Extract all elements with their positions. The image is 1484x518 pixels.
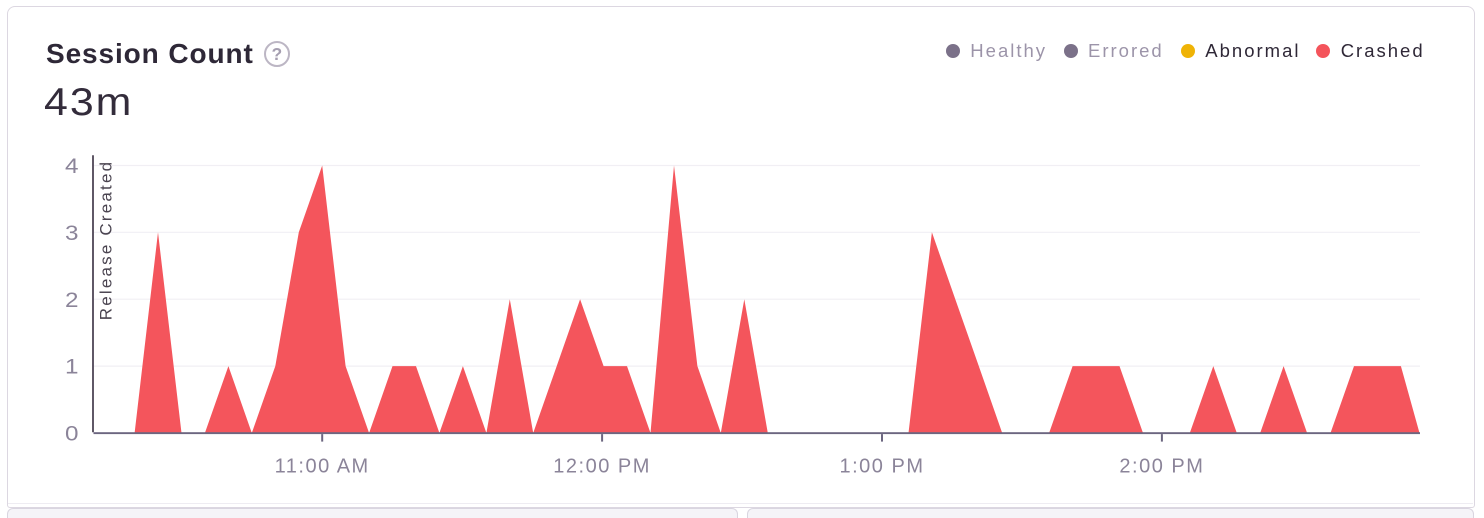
svg-text:2:00 PM: 2:00 PM — [1119, 456, 1204, 478]
svg-text:12:00 PM: 12:00 PM — [553, 456, 651, 478]
svg-text:0: 0 — [65, 422, 79, 446]
svg-text:2: 2 — [65, 288, 79, 312]
svg-text:1: 1 — [65, 355, 79, 379]
svg-text:3: 3 — [65, 221, 79, 245]
svg-text:Release Created: Release Created — [97, 160, 116, 321]
svg-text:11:00 AM: 11:00 AM — [275, 456, 370, 478]
svg-text:1:00 PM: 1:00 PM — [840, 456, 925, 478]
svg-text:4: 4 — [65, 154, 79, 178]
